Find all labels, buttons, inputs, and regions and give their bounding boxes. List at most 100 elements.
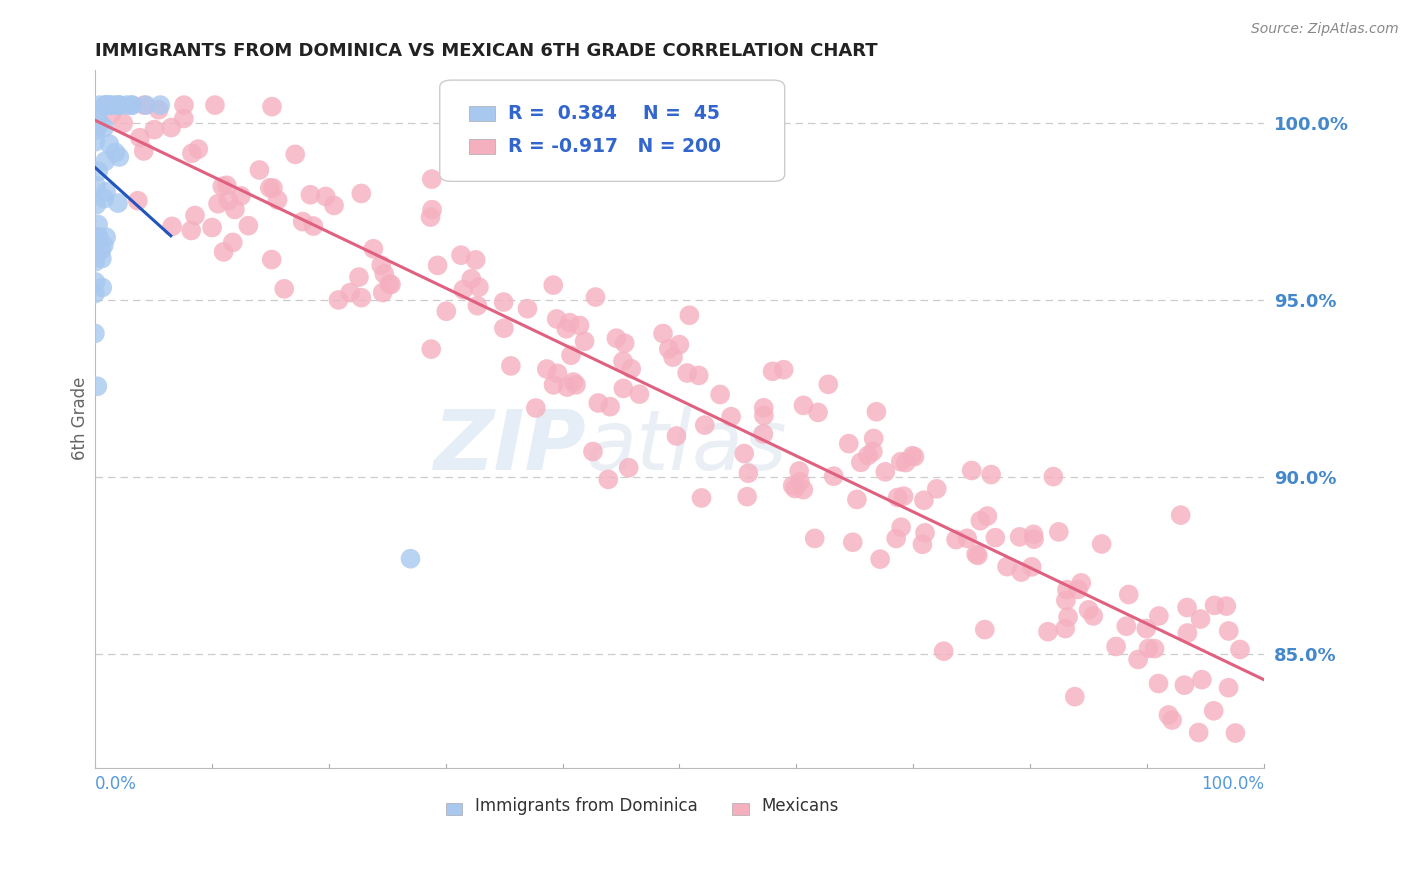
- Point: [803, 532, 825, 546]
- Point: [605, 331, 627, 345]
- Point: [678, 308, 700, 322]
- Point: [1135, 622, 1157, 636]
- Point: [212, 244, 235, 259]
- Point: [86, 230, 108, 244]
- Point: [1143, 641, 1166, 656]
- Point: [894, 456, 917, 470]
- Point: [1077, 603, 1099, 617]
- Point: [662, 350, 685, 364]
- Point: [547, 367, 569, 381]
- Point: [84, 135, 107, 149]
- Point: [453, 283, 475, 297]
- Point: [492, 295, 515, 310]
- Point: [976, 509, 998, 524]
- Point: [735, 490, 758, 504]
- Point: [752, 401, 775, 415]
- Point: [86, 379, 108, 393]
- Point: [94, 185, 117, 199]
- Point: [574, 334, 596, 349]
- Point: [315, 189, 337, 203]
- Point: [160, 219, 183, 234]
- Point: [93, 192, 115, 206]
- Point: [598, 472, 620, 486]
- Text: Immigrants from Dominica: Immigrants from Dominica: [475, 797, 697, 815]
- Point: [94, 98, 117, 112]
- Point: [620, 361, 643, 376]
- Point: [787, 464, 810, 478]
- FancyBboxPatch shape: [440, 80, 785, 181]
- Text: IMMIGRANTS FROM DOMINICA VS MEXICAN 6TH GRADE CORRELATION CHART: IMMIGRANTS FROM DOMINICA VS MEXICAN 6TH …: [94, 42, 877, 60]
- Bar: [733, 804, 749, 814]
- Point: [1115, 619, 1137, 633]
- Point: [467, 299, 489, 313]
- Point: [956, 532, 979, 546]
- Point: [1022, 527, 1045, 541]
- Point: [1118, 588, 1140, 602]
- Point: [555, 380, 578, 394]
- Point: [536, 362, 558, 376]
- Point: [782, 478, 804, 492]
- Point: [323, 198, 346, 212]
- Point: [709, 387, 731, 401]
- Point: [107, 98, 129, 112]
- Point: [1215, 599, 1237, 613]
- Point: [966, 549, 988, 563]
- Point: [1057, 610, 1080, 624]
- Point: [524, 401, 547, 415]
- Point: [842, 535, 865, 549]
- Point: [789, 475, 811, 489]
- Point: [84, 198, 107, 212]
- Point: [1042, 469, 1064, 483]
- Point: [1177, 626, 1199, 640]
- Point: [1161, 713, 1184, 727]
- Point: [371, 285, 394, 300]
- Point: [1063, 690, 1085, 704]
- Point: [1021, 559, 1043, 574]
- Y-axis label: 6th Grade: 6th Grade: [72, 377, 89, 460]
- Point: [468, 280, 491, 294]
- Point: [890, 455, 912, 469]
- Point: [284, 147, 307, 161]
- Point: [87, 109, 110, 123]
- Point: [1202, 704, 1225, 718]
- Point: [612, 381, 634, 395]
- Point: [83, 326, 105, 341]
- Bar: [470, 139, 495, 154]
- Point: [893, 489, 915, 503]
- Text: Mexicans: Mexicans: [761, 797, 838, 815]
- Point: [1047, 524, 1070, 539]
- Point: [617, 460, 640, 475]
- Point: [541, 278, 564, 293]
- Point: [1070, 575, 1092, 590]
- Point: [912, 493, 935, 508]
- Point: [373, 267, 395, 281]
- Text: R =  0.384    N =  45: R = 0.384 N = 45: [508, 104, 720, 123]
- Point: [665, 429, 688, 443]
- Point: [87, 229, 110, 244]
- Point: [1189, 612, 1212, 626]
- Point: [108, 98, 131, 112]
- Point: [965, 547, 987, 561]
- Point: [1010, 565, 1032, 579]
- Point: [90, 243, 112, 257]
- Point: [1173, 678, 1195, 692]
- Point: [588, 396, 610, 410]
- Point: [96, 98, 118, 112]
- Point: [499, 359, 522, 373]
- Point: [98, 98, 121, 112]
- Point: [546, 312, 568, 326]
- Point: [121, 98, 143, 112]
- Point: [1188, 725, 1211, 739]
- Point: [658, 342, 681, 356]
- Point: [238, 219, 260, 233]
- Point: [1105, 640, 1128, 654]
- Point: [720, 409, 742, 424]
- Point: [585, 290, 607, 304]
- Point: [845, 492, 868, 507]
- Point: [187, 142, 209, 156]
- Point: [87, 164, 110, 178]
- Point: [204, 98, 226, 112]
- Point: [129, 130, 152, 145]
- Point: [89, 98, 111, 112]
- Point: [132, 98, 155, 112]
